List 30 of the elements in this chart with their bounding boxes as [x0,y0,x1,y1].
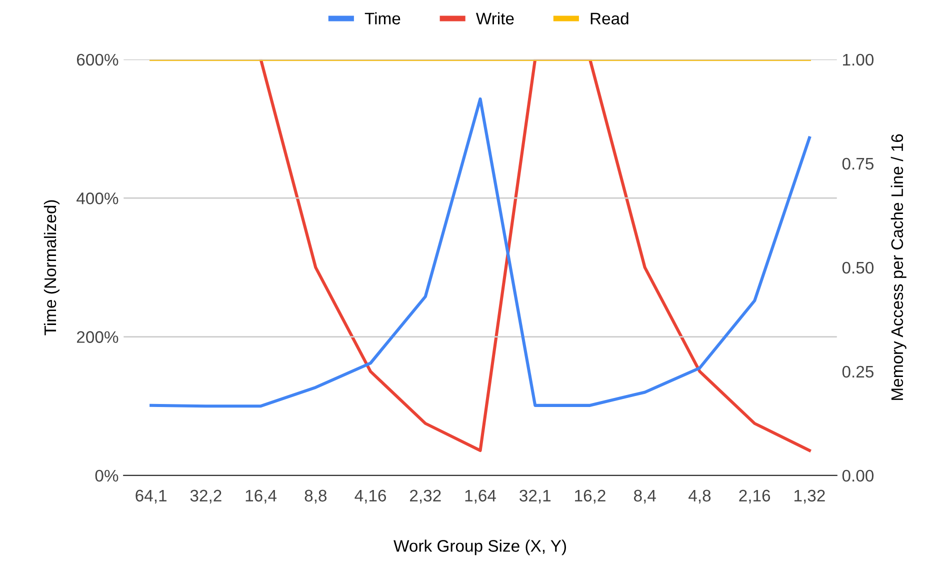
legend-label: Write [476,12,514,24]
line-series [259,59,811,452]
y2-tick-label: 0.00 [842,470,874,482]
x-tick-label: 2,32 [410,490,441,504]
x-tick-label: 8,8 [304,490,327,504]
x-tick-label: 64,1 [136,490,166,504]
y-tick-label: 400% [76,192,118,204]
line-series [150,97,811,408]
x-tick-label: 32,2 [190,490,222,504]
x-tick-label: 8,4 [634,490,656,504]
y-axis-title: Time (Normalized) [44,200,60,336]
x-tick-label: 16,2 [575,490,606,504]
x-tick-label: 4,8 [688,490,711,504]
x-axis-title: Work Group Size (X, Y) [394,540,566,556]
y-tick-label: 0% [95,470,118,482]
y2-tick-label: 0.50 [842,262,874,274]
x-tick-label: 1,32 [794,490,825,504]
y2-tick-label: 0.25 [842,366,874,378]
x-tick-label: 1,64 [465,490,496,504]
legend-label: Read [590,12,628,24]
legend-label: Time [364,12,400,24]
x-tick-label: 16,4 [246,490,277,504]
x-tick-label: 32,1 [520,490,551,504]
x-tick-label: 2,16 [739,490,770,504]
y-tick-label: 200% [76,331,118,343]
y2-tick-label: 1.00 [843,54,874,66]
y-tick-label: 600% [76,54,118,66]
y2-tick-label: 0.75 [842,158,874,170]
y2-axis-title: Memory Access per Cache Line / 16 [890,134,906,400]
x-tick-label: 4,16 [354,490,386,504]
